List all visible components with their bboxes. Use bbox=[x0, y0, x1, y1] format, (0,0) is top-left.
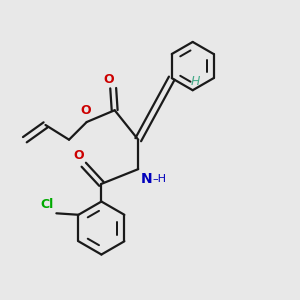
Text: O: O bbox=[73, 149, 84, 162]
Text: H: H bbox=[191, 75, 200, 88]
Text: Cl: Cl bbox=[41, 198, 54, 211]
Text: O: O bbox=[80, 104, 91, 117]
Text: N: N bbox=[141, 172, 153, 186]
Text: O: O bbox=[103, 73, 114, 86]
Text: –H: –H bbox=[152, 174, 166, 184]
